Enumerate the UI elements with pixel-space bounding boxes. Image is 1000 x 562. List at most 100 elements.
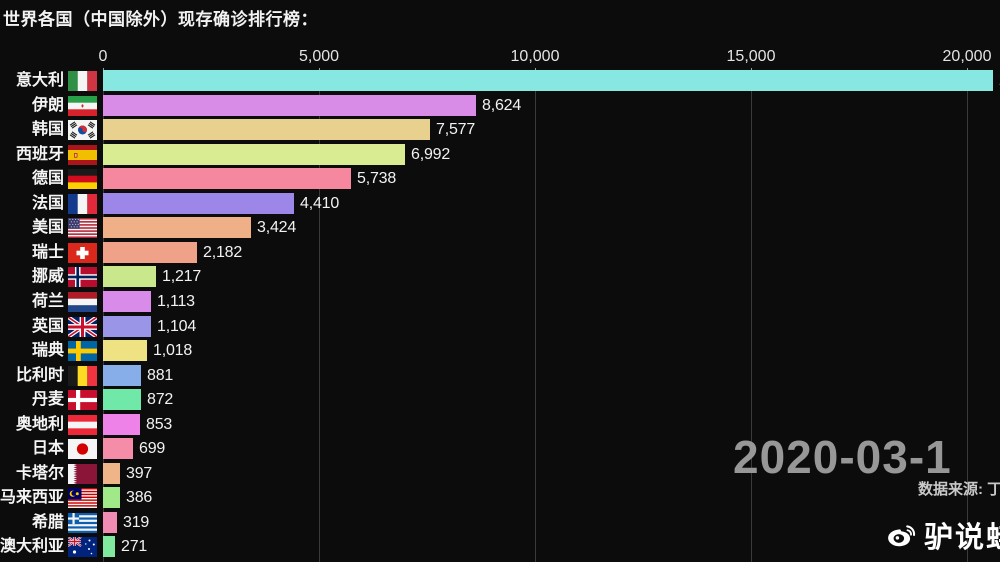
country-label: 丹麦 xyxy=(31,391,64,408)
value-bar xyxy=(103,414,140,435)
bar-row: 瑞典 1,018 xyxy=(0,340,1000,361)
value-bar xyxy=(103,512,117,533)
value-bar xyxy=(103,119,430,140)
country-label: 卡塔尔 xyxy=(15,465,64,482)
france-flag-icon xyxy=(68,193,97,214)
switzerland-flag-icon xyxy=(68,242,97,263)
chart-title: 世界各国（中国除外）现存确诊排行榜： xyxy=(3,10,318,29)
value-bar xyxy=(103,291,151,312)
value-label: 881 xyxy=(147,367,174,384)
value-bar xyxy=(103,70,993,91)
qatar-flag-icon xyxy=(68,463,97,484)
bar-row: 法国 4,410 xyxy=(0,193,1000,214)
bar-row: 韩国 7,577 xyxy=(0,119,1000,140)
bar-row: 伊朗 8,624 xyxy=(0,95,1000,116)
belgium-flag-icon xyxy=(68,365,97,386)
watermark: 驴说蛙 xyxy=(884,514,1000,556)
sweden-flag-icon xyxy=(68,340,97,361)
date-overlay: 2020-03-1 xyxy=(733,431,952,483)
value-label: 1,018 xyxy=(153,342,193,359)
gridline xyxy=(967,68,968,562)
country-label: 奥地利 xyxy=(15,416,64,433)
iran-flag-icon xyxy=(68,95,97,116)
bar-row: 丹麦 872 xyxy=(0,389,1000,410)
denmark-flag-icon xyxy=(68,389,97,410)
gridline xyxy=(751,68,752,562)
usa-flag-icon xyxy=(68,217,97,238)
value-label: 4,410 xyxy=(300,195,340,212)
value-label: 853 xyxy=(146,416,173,433)
country-label: 瑞典 xyxy=(31,342,64,359)
bar-row: 马来西亚 386 xyxy=(0,487,1000,508)
bar-row: 瑞士 2,182 xyxy=(0,242,1000,263)
bar-row: 德国 5,738 xyxy=(0,168,1000,189)
country-label: 马来西亚 xyxy=(0,489,65,506)
country-label: 伊朗 xyxy=(31,97,64,114)
value-bar xyxy=(103,168,351,189)
gridline xyxy=(319,68,320,562)
country-label: 法国 xyxy=(31,195,64,212)
value-label: 3,424 xyxy=(257,219,297,236)
country-label: 挪威 xyxy=(31,268,64,285)
greece-flag-icon xyxy=(68,512,97,533)
value-bar xyxy=(103,95,476,116)
country-label: 韩国 xyxy=(31,121,64,138)
japan-flag-icon xyxy=(68,438,97,459)
watermark-text: 驴说蛙 xyxy=(924,522,1000,554)
malaysia-flag-icon xyxy=(68,487,97,508)
value-bar xyxy=(103,536,115,557)
axis-tick-label: 20,000 xyxy=(942,48,992,65)
spain-flag-icon xyxy=(68,144,97,165)
value-bar xyxy=(103,242,197,263)
australia-flag-icon xyxy=(68,536,97,557)
bar-row: 卡塔尔 397 xyxy=(0,463,1000,484)
axis-tick-label: 0 xyxy=(98,48,108,65)
country-label: 澳大利亚 xyxy=(0,538,65,555)
value-bar xyxy=(103,193,294,214)
norway-flag-icon xyxy=(68,266,97,287)
value-label: 6,992 xyxy=(411,146,451,163)
value-label: 1,113 xyxy=(157,293,195,310)
country-label: 美国 xyxy=(31,219,64,236)
value-label: 319 xyxy=(123,514,150,531)
bar-row: 希腊 319 xyxy=(0,512,1000,533)
value-label: 386 xyxy=(126,489,153,506)
uk-flag-icon xyxy=(68,316,97,337)
value-bar xyxy=(103,217,251,238)
value-bar xyxy=(103,463,120,484)
value-bar xyxy=(103,144,405,165)
value-label: 1,217 xyxy=(162,268,202,285)
weibo-icon xyxy=(884,519,917,552)
axis-tick-label: 10,000 xyxy=(510,48,560,65)
value-bar xyxy=(103,487,120,508)
value-label: 1,104 xyxy=(157,318,197,335)
bar-row: 日本 699 xyxy=(0,438,1000,459)
value-label: 7,577 xyxy=(436,121,476,138)
bar-row: 英国 1,104 xyxy=(0,316,1000,337)
country-label: 西班牙 xyxy=(15,146,64,163)
value-label: 397 xyxy=(126,465,153,482)
value-bar xyxy=(103,340,147,361)
value-bar xyxy=(103,266,156,287)
gridline xyxy=(103,68,104,562)
italy-flag-icon xyxy=(68,70,97,91)
value-label: 5,738 xyxy=(357,170,397,187)
bar-row: 比利时 881 xyxy=(0,365,1000,386)
south-korea-flag-icon xyxy=(68,119,97,140)
value-label: 872 xyxy=(147,391,174,408)
value-bar xyxy=(103,316,151,337)
austria-flag-icon xyxy=(68,414,97,435)
country-label: 荷兰 xyxy=(31,293,64,310)
country-label: 英国 xyxy=(31,318,64,335)
value-label: 8,624 xyxy=(482,97,522,114)
country-label: 意大利 xyxy=(15,72,64,89)
value-bar xyxy=(103,365,141,386)
value-label: 699 xyxy=(139,440,166,457)
gridline xyxy=(535,68,536,562)
bar-row: 西班牙 6,992 xyxy=(0,144,1000,165)
data-source-label: 数据来源: 丁 xyxy=(918,481,1000,498)
bar-row: 美国 3,424 xyxy=(0,217,1000,238)
country-label: 比利时 xyxy=(15,367,64,384)
value-bar xyxy=(103,438,133,459)
